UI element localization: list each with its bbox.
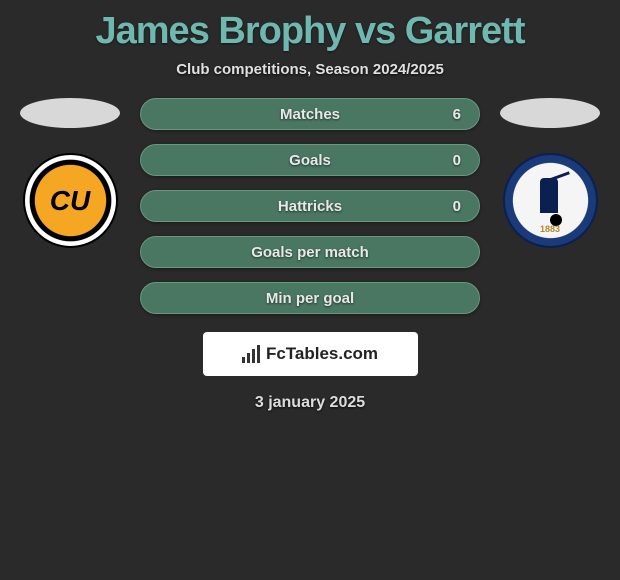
club-badge-right: 1883	[503, 153, 598, 248]
pirate-icon	[530, 173, 570, 228]
stat-row-goals: Goals 0	[140, 144, 480, 176]
stat-label: Hattricks	[278, 198, 342, 215]
player-right-photo-placeholder	[500, 98, 600, 128]
content-row: CU Matches 6 Goals 0 Hattricks 0 Goals p…	[0, 98, 620, 314]
stats-column: Matches 6 Goals 0 Hattricks 0 Goals per …	[140, 98, 480, 314]
club-abbrev-left: CU	[50, 185, 90, 217]
brand-name: FcTables.com	[266, 344, 378, 364]
brand-box[interactable]: FcTables.com	[203, 332, 418, 376]
chart-icon	[242, 345, 260, 363]
stat-value: 0	[453, 152, 461, 169]
stat-label: Matches	[280, 106, 340, 123]
page-title: James Brophy vs Garrett	[0, 10, 620, 53]
club-year: 1883	[540, 224, 560, 234]
stat-value: 0	[453, 198, 461, 215]
stat-label: Min per goal	[266, 290, 354, 307]
club-badge-left: CU	[23, 153, 118, 248]
stat-value: 6	[453, 106, 461, 123]
player-left-photo-placeholder	[20, 98, 120, 128]
player-right-column: 1883	[500, 98, 600, 248]
stat-row-hattricks: Hattricks 0	[140, 190, 480, 222]
stat-row-mpg: Min per goal	[140, 282, 480, 314]
subtitle: Club competitions, Season 2024/2025	[0, 61, 620, 78]
stat-row-gpm: Goals per match	[140, 236, 480, 268]
stat-label: Goals per match	[251, 244, 369, 261]
stat-row-matches: Matches 6	[140, 98, 480, 130]
player-left-column: CU	[20, 98, 120, 248]
date-text: 3 january 2025	[0, 394, 620, 412]
stat-label: Goals	[289, 152, 331, 169]
comparison-widget: James Brophy vs Garrett Club competition…	[0, 0, 620, 412]
